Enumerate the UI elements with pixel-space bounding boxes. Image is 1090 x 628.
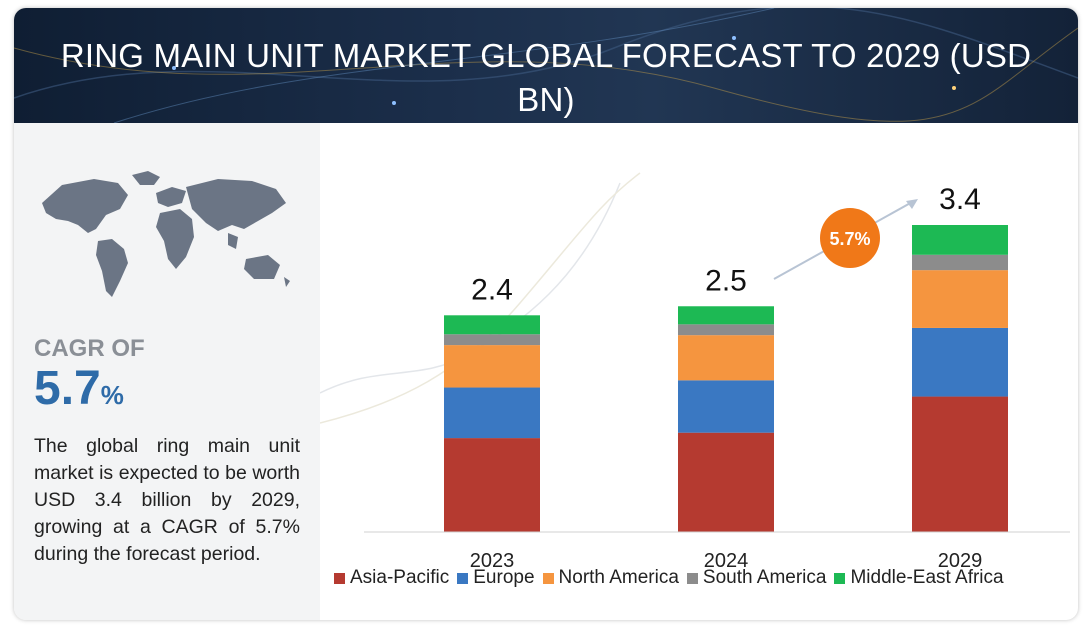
bar-segment-north-america-2029 xyxy=(912,270,1008,328)
infographic-card: RING MAIN UNIT MARKET GLOBAL FORECAST TO… xyxy=(14,8,1078,620)
bar-segment-south-america-2023 xyxy=(444,334,540,346)
cagr-number: 5.7 xyxy=(34,362,101,415)
cagr-value: 5.7% xyxy=(34,361,124,423)
legend-item-asia-pacific: Asia-Pacific xyxy=(334,567,449,589)
bar-segment-europe-2023 xyxy=(444,387,540,439)
x-tick-label-2029: 2029 xyxy=(938,550,983,572)
cagr-percent-sign: % xyxy=(100,380,124,410)
world-map-icon xyxy=(42,171,290,297)
cagr-label: CAGR OF xyxy=(34,335,145,362)
legend-item-europe: Europe xyxy=(457,567,535,589)
bar-segment-asia-pacific-2024 xyxy=(678,432,774,532)
bar-segment-asia-pacific-2029 xyxy=(912,396,1008,532)
growth-arrow-head xyxy=(906,199,918,209)
summary-panel: CAGR OF 5.7% The global ring main unit m… xyxy=(14,123,320,620)
legend-label: Europe xyxy=(473,567,535,588)
bar-segment-south-america-2024 xyxy=(678,324,774,336)
bar-segment-europe-2024 xyxy=(678,380,774,433)
total-label-2029: 3.4 xyxy=(939,183,981,216)
legend-item-south-america: South America xyxy=(686,567,827,589)
legend-swatch xyxy=(542,572,554,584)
header-banner: RING MAIN UNIT MARKET GLOBAL FORECAST TO… xyxy=(14,8,1078,123)
bar-segment-north-america-2023 xyxy=(444,345,540,388)
page-title: RING MAIN UNIT MARKET GLOBAL FORECAST TO… xyxy=(60,37,1032,118)
bar-segment-middle-east-africa-2023 xyxy=(444,315,540,335)
legend-swatch xyxy=(686,572,698,584)
bar-segment-europe-2029 xyxy=(912,327,1008,397)
summary-description: The global ring main unit market is expe… xyxy=(34,435,300,565)
bar-segment-south-america-2029 xyxy=(912,254,1008,271)
bar-segment-middle-east-africa-2024 xyxy=(678,306,774,325)
legend-swatch xyxy=(334,572,345,584)
chart-area: 2.4 2023 2.5 2024 3.4 2029 5.7% xyxy=(319,123,1078,620)
legend-label: North America xyxy=(558,567,679,588)
legend-swatch xyxy=(834,572,846,584)
legend-item-middle-east-africa: Middle-East Africa xyxy=(834,567,1004,589)
decorative-swoosh-2 xyxy=(319,172,641,424)
legend-swatch xyxy=(457,572,469,584)
cagr-badge-circle xyxy=(820,208,880,268)
legend-item-north-america: North America xyxy=(542,567,679,589)
chart-legend: Asia-Pacific Europe North America South Ame… xyxy=(334,567,1004,589)
legend-label: Asia-Pacific xyxy=(350,567,450,588)
header-background-lines xyxy=(14,8,1078,123)
total-label-2024: 2.5 xyxy=(705,264,747,297)
x-tick-label-2024: 2024 xyxy=(704,550,749,572)
bar-segment-middle-east-africa-2029 xyxy=(912,225,1008,255)
bar-segment-asia-pacific-2023 xyxy=(444,438,540,532)
cagr-badge-label: 5.7% xyxy=(829,229,870,249)
bar-segment-north-america-2024 xyxy=(678,335,774,381)
legend-label: South America xyxy=(702,567,827,588)
total-label-2023: 2.4 xyxy=(471,273,513,306)
stacked-bar-chart: 2.4 2023 2.5 2024 3.4 2029 5.7% xyxy=(319,172,1070,572)
x-tick-label-2023: 2023 xyxy=(470,550,515,572)
cagr-badge: 5.7% xyxy=(773,199,918,280)
legend-label: Middle-East Africa xyxy=(850,567,1004,588)
